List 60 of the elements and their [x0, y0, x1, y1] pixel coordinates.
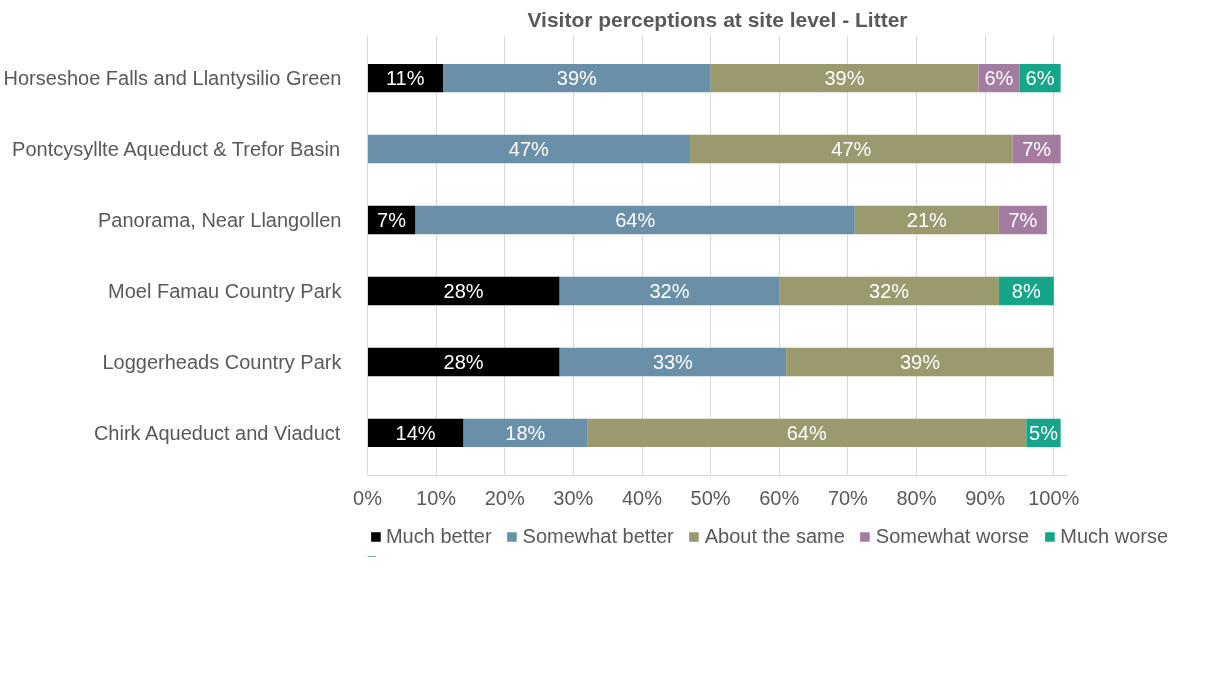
- x-tick-label: 90%: [965, 486, 1006, 509]
- bar: [779, 276, 999, 306]
- data-label: 18%: [505, 421, 546, 444]
- data-label: 39%: [899, 350, 941, 373]
- bar: [854, 205, 999, 235]
- data-label: 33%: [652, 350, 694, 373]
- x-tick-label: 0%: [353, 486, 383, 509]
- data-label: 8%: [1011, 279, 1041, 302]
- y-tick-label: Loggerheads Country Park: [102, 350, 343, 373]
- data-label: 6%: [984, 67, 1014, 90]
- data-label: 64%: [615, 209, 656, 232]
- bar: [367, 276, 560, 306]
- data-label: 6%: [1025, 67, 1055, 90]
- data-label: 7%: [377, 209, 407, 232]
- bar: [559, 276, 780, 306]
- data-label: 14%: [395, 421, 436, 444]
- data-label: 32%: [869, 279, 910, 302]
- y-tick-label: Pontcysyllte Aqueduct & Trefor Basin: [12, 138, 341, 161]
- x-tick-label: 80%: [896, 486, 937, 509]
- legend-label: Much worse: [1060, 524, 1169, 548]
- data-label: 7%: [1022, 138, 1052, 161]
- bar: [690, 134, 1013, 164]
- x-tick-label: 100%: [1028, 486, 1080, 509]
- data-label: 32%: [649, 279, 690, 302]
- bar: [587, 418, 1027, 448]
- bar: [415, 205, 855, 235]
- x-tick-label: 60%: [759, 486, 800, 509]
- y-tick-label: Chirk Aqueduct and Viaduct: [93, 421, 341, 444]
- data-label: 5%: [1029, 421, 1059, 444]
- data-label: 39%: [556, 67, 598, 90]
- data-label: 21%: [906, 209, 948, 232]
- x-tick-label: 20%: [484, 486, 525, 509]
- x-tick-label: 50%: [690, 486, 731, 509]
- data-label: 28%: [443, 279, 484, 302]
- x-tick-label: 30%: [553, 486, 594, 509]
- data-label: 39%: [824, 67, 865, 90]
- data-label: 28%: [443, 350, 484, 373]
- chart-title: Visitor perceptions at site level - Litter: [527, 7, 908, 31]
- bar: [710, 63, 979, 93]
- bar: [442, 63, 711, 93]
- x-tick-label: 40%: [622, 486, 663, 509]
- y-tick-label: Panorama, Near Llangollen: [98, 209, 342, 232]
- legend-label: About the same: [704, 524, 845, 548]
- legend-label: Much better: [385, 524, 492, 548]
- bar: [559, 347, 787, 377]
- bar: [786, 347, 1054, 377]
- legend-label: Somewhat better: [522, 524, 674, 548]
- y-tick-label: Horseshoe Falls and Llantysilio Green: [3, 67, 342, 90]
- legend-label: Somewhat worse: [875, 524, 1030, 548]
- bar: [367, 134, 691, 164]
- data-label: 11%: [385, 67, 425, 90]
- data-label: 7%: [1008, 209, 1038, 232]
- data-label: 64%: [786, 421, 827, 444]
- x-tick-label: 70%: [827, 486, 869, 509]
- data-label: 47%: [508, 138, 550, 161]
- data-label: 47%: [831, 138, 872, 161]
- x-tick-label: 10%: [416, 486, 457, 509]
- bar: [367, 347, 560, 377]
- bar: [463, 418, 588, 448]
- y-tick-label: Moel Famau Country Park: [108, 279, 343, 302]
